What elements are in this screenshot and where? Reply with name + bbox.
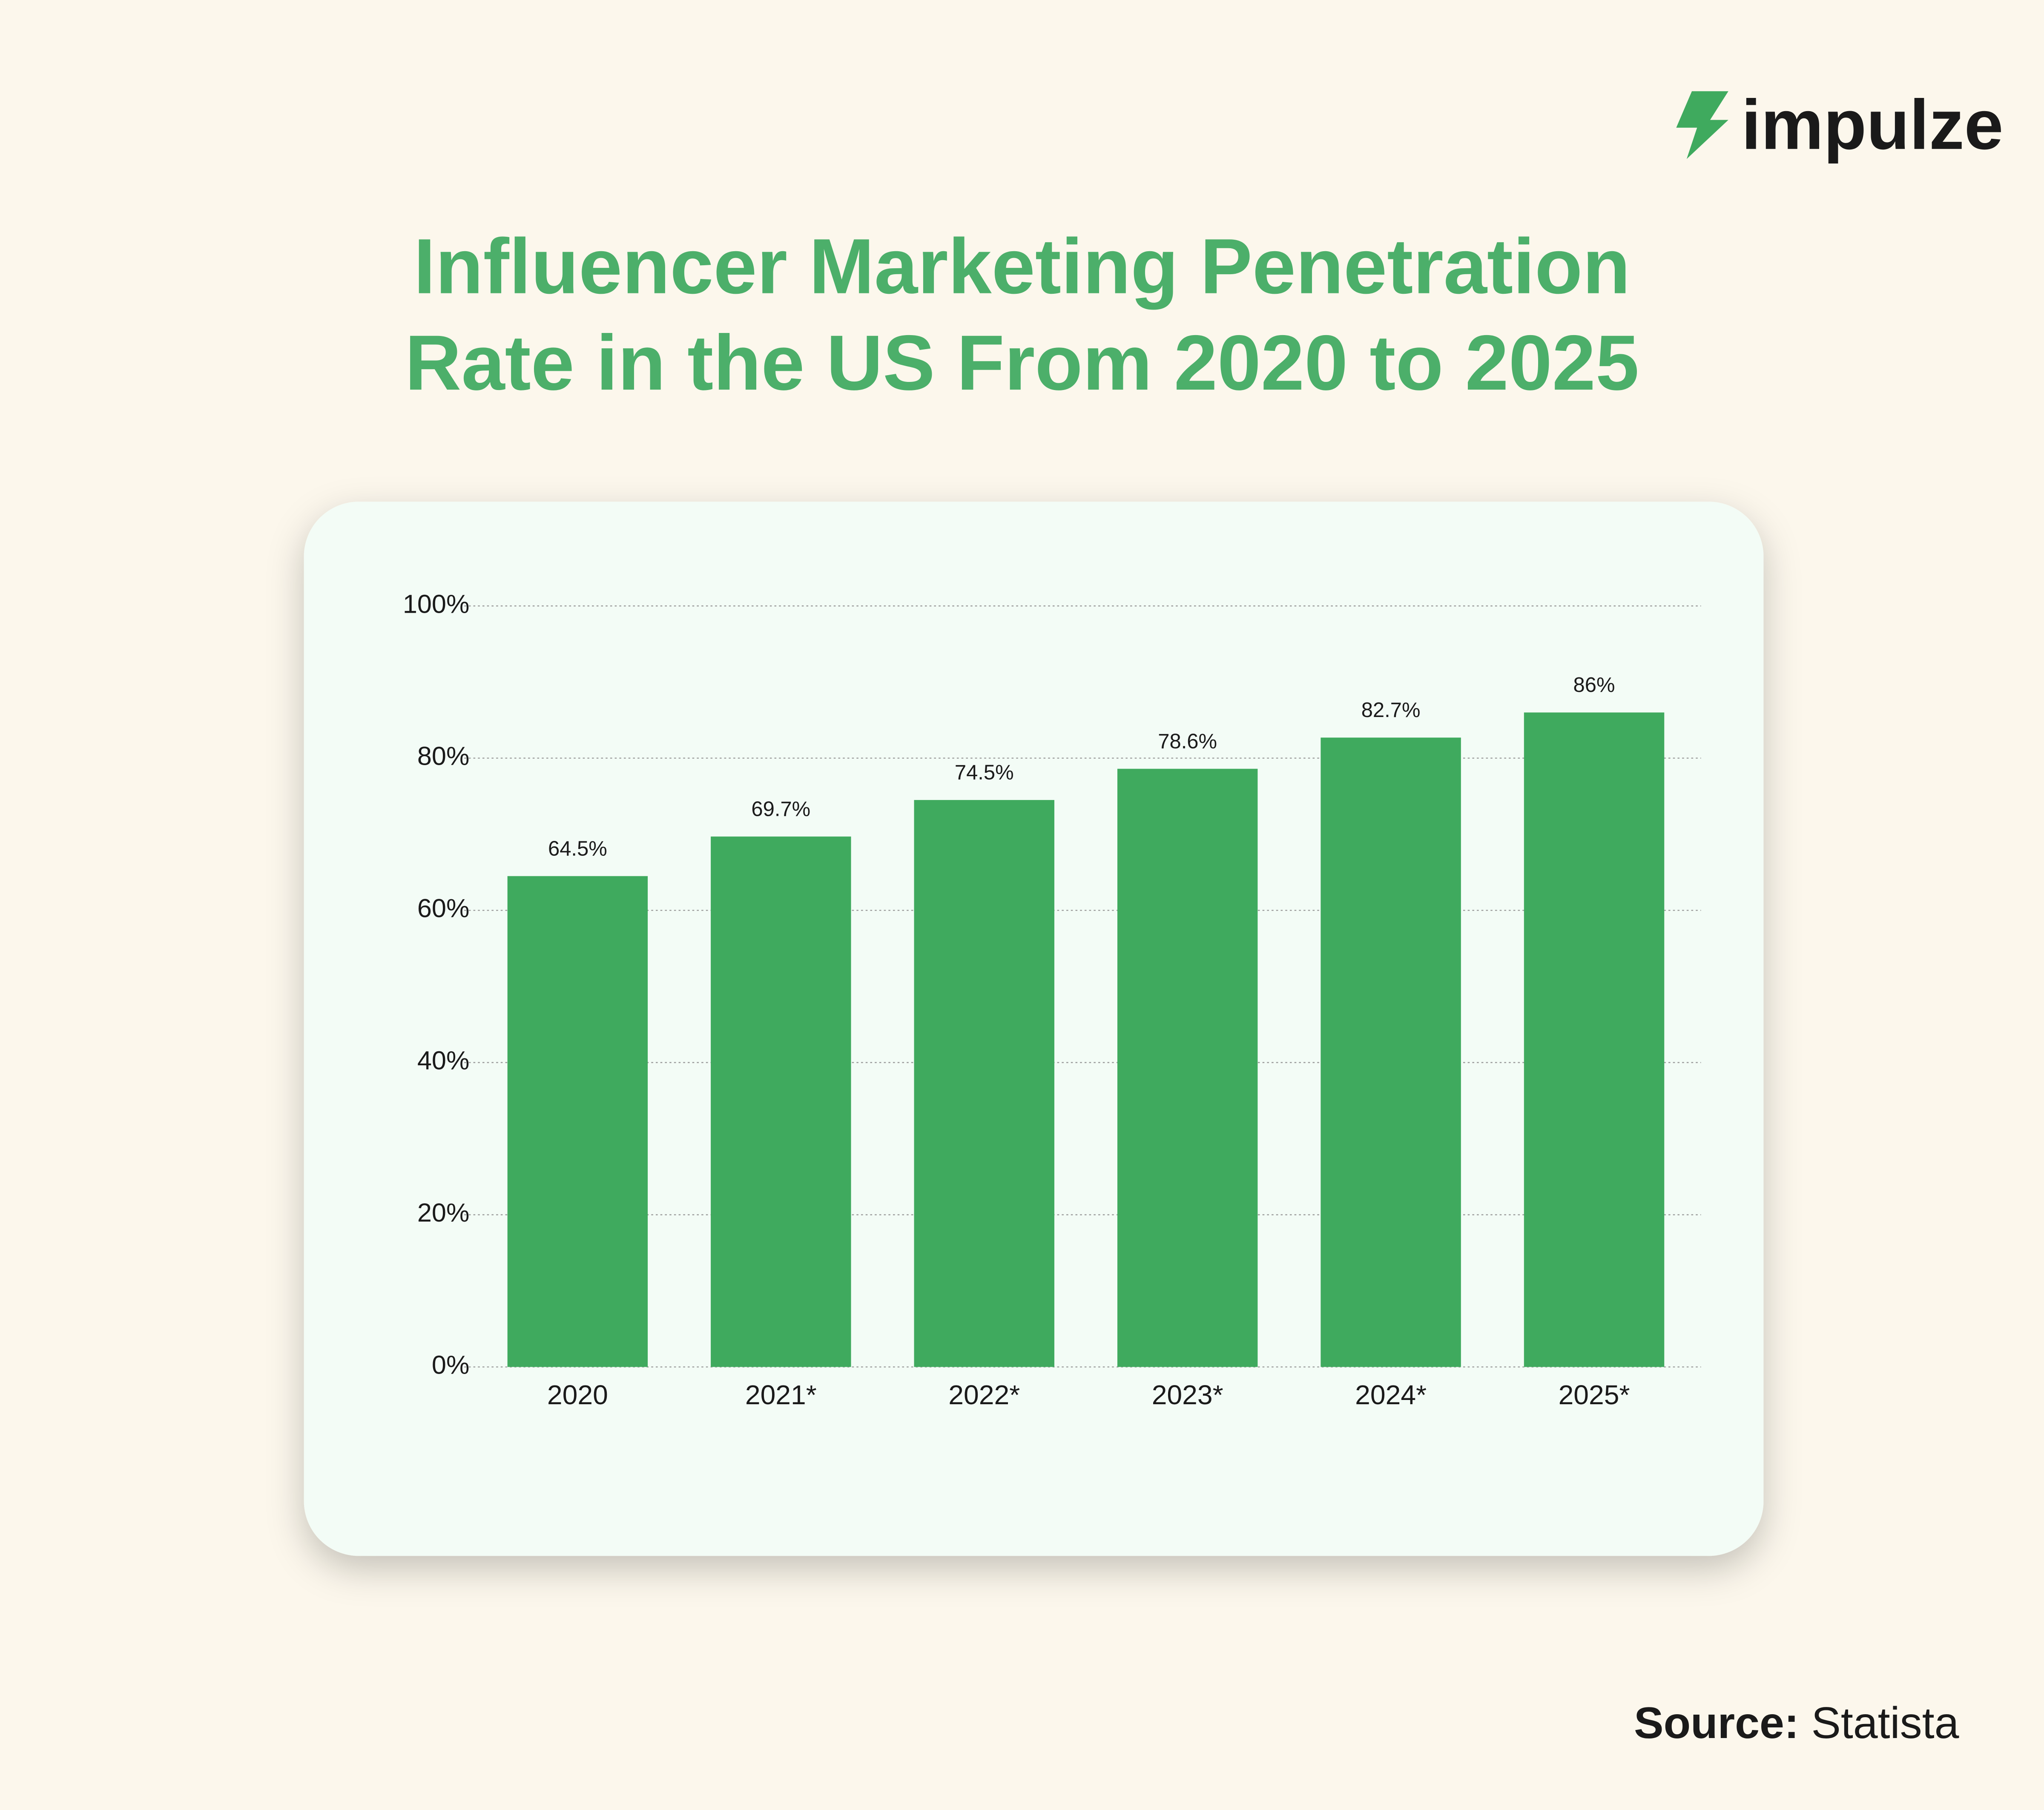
- logo-text: impulze: [1741, 86, 2003, 164]
- source-name: Statista: [1811, 1699, 1959, 1748]
- bar: [507, 876, 648, 1367]
- bar: [1117, 769, 1258, 1367]
- value-label: 78.6%: [1158, 730, 1217, 753]
- bar: [1524, 712, 1665, 1367]
- x-tick-label: 2020: [547, 1380, 608, 1410]
- source: Source: Statista: [1634, 1699, 1959, 1748]
- value-label: 86%: [1573, 674, 1615, 697]
- y-tick-label: 0%: [432, 1351, 469, 1380]
- x-tick-label: 2025*: [1559, 1380, 1630, 1410]
- chart-title: Influencer Marketing Penetration Rate in…: [405, 223, 1639, 407]
- value-label: 64.5%: [548, 837, 607, 860]
- y-tick-label: 80%: [417, 742, 469, 771]
- x-tick-label: 2021*: [745, 1380, 817, 1410]
- bar: [914, 800, 1054, 1367]
- bar: [1321, 737, 1461, 1367]
- y-tick-label: 20%: [417, 1198, 469, 1227]
- bar: [711, 836, 851, 1367]
- logo-icon: [1676, 91, 1728, 159]
- x-tick-label: 2022*: [948, 1380, 1020, 1410]
- source-label: Source:: [1634, 1699, 1799, 1748]
- x-tick-label: 2023*: [1152, 1380, 1223, 1410]
- y-tick-label: 40%: [417, 1046, 469, 1075]
- y-tick-label: 100%: [403, 589, 470, 618]
- value-label: 82.7%: [1361, 699, 1421, 722]
- title-container: Influencer Marketing Penetration Rate in…: [405, 223, 1639, 407]
- value-label: 69.7%: [751, 797, 810, 820]
- y-tick-label: 60%: [417, 894, 469, 923]
- value-label: 74.5%: [955, 761, 1014, 784]
- x-tick-label: 2024*: [1355, 1380, 1427, 1410]
